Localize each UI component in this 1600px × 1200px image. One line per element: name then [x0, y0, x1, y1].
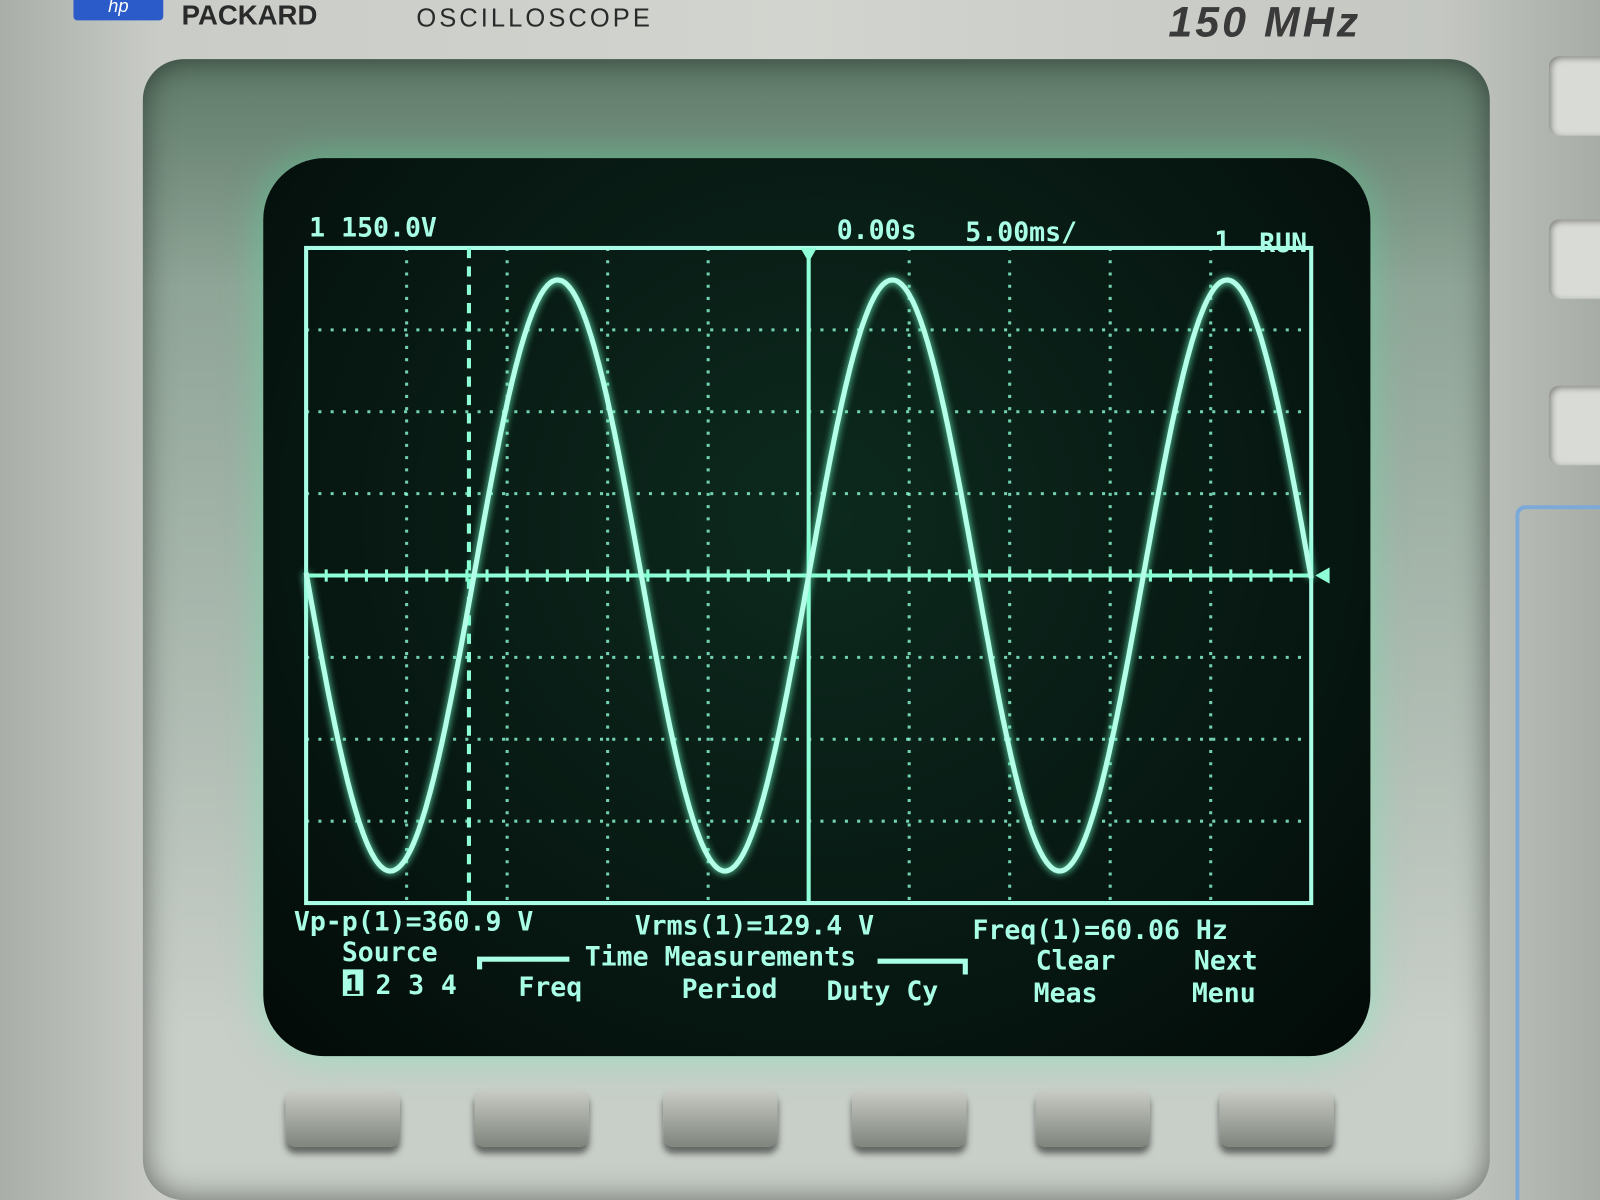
softkey-button-4[interactable]	[852, 1089, 967, 1147]
product-name: OSCILLOSCOPE	[416, 4, 653, 33]
brand-name: PACKARD	[181, 0, 318, 31]
softkey-period[interactable]: Period	[682, 974, 778, 1005]
trigger-source: 1	[1214, 226, 1230, 257]
ground-level-marker	[1315, 567, 1330, 584]
softkey-next-line2[interactable]: Menu	[1192, 978, 1256, 1009]
source-option-1[interactable]: 1	[345, 970, 361, 1001]
softkey-freq[interactable]: Freq	[518, 972, 582, 1003]
side-button[interactable]	[1548, 219, 1600, 299]
run-status: RUN	[1259, 228, 1307, 259]
time-delay: 0.00s	[837, 215, 917, 246]
softkey-clear-line1[interactable]: Clear	[1036, 945, 1116, 976]
channel-scale: 1 150.0V	[309, 213, 437, 244]
source-selected-highlight	[342, 969, 364, 996]
trigger-position-marker	[800, 247, 817, 263]
time-measurements-label: Time Measurements	[585, 941, 856, 972]
time-scale: 5.00ms/	[965, 217, 1077, 248]
softkey-clear-line2[interactable]: Meas	[1034, 978, 1098, 1009]
softkey-next-line1[interactable]: Next	[1194, 945, 1258, 976]
softkey-button-5[interactable]	[1035, 1089, 1150, 1147]
group-bracket	[477, 956, 968, 975]
softkey-button-1[interactable]	[285, 1089, 400, 1147]
crt-display	[263, 158, 1371, 1057]
softkey-button-2[interactable]	[474, 1089, 589, 1147]
front-panel-section	[1515, 505, 1600, 1200]
softkey-button-6[interactable]	[1219, 1089, 1334, 1147]
softkey-source-label: Source	[342, 937, 438, 968]
vrms-readout: Vrms(1)=129.4 V	[635, 911, 874, 942]
vpp-readout: Vp-p(1)=360.9 V	[294, 907, 533, 938]
side-button[interactable]	[1548, 56, 1600, 136]
softkey-duty-cycle[interactable]: Duty Cy	[827, 976, 939, 1007]
freq-readout: Freq(1)=60.06 Hz	[972, 915, 1227, 946]
softkey-button-3[interactable]	[663, 1089, 778, 1147]
source-option-2[interactable]: 2	[376, 970, 392, 1001]
bandwidth-label: 150 MHz	[1168, 0, 1362, 46]
source-option-4[interactable]: 4	[441, 970, 457, 1001]
source-option-3[interactable]: 3	[408, 970, 424, 1001]
waveform-trace	[303, 277, 1314, 874]
hp-logo: hp	[73, 0, 164, 21]
side-button[interactable]	[1548, 385, 1600, 466]
